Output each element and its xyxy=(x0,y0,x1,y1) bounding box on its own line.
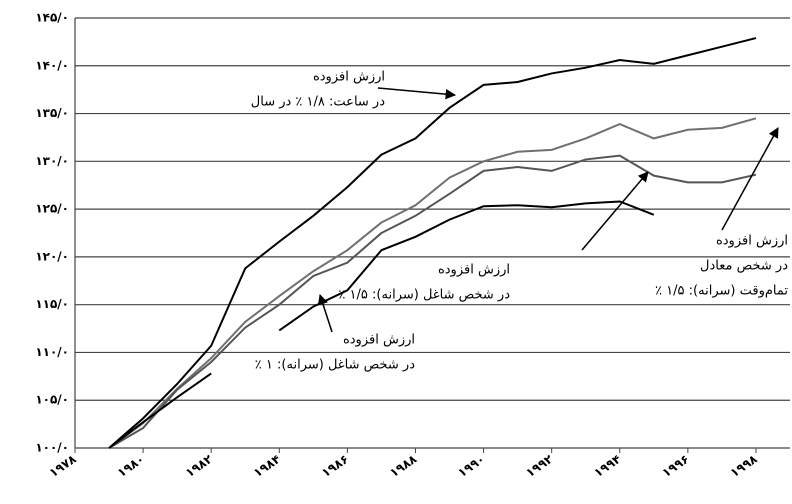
y-tick-label: ۱۱۰/۰ xyxy=(35,345,69,359)
x-tick-label: ۱۹۸۸ xyxy=(387,451,420,480)
x-tick-label: ۱۹۸۶ xyxy=(319,452,351,480)
x-tick-label: ۱۹۸۰ xyxy=(115,452,147,480)
x-tick-label: ۱۹۹۶ xyxy=(660,452,692,480)
annotation: ارزش افزوده xyxy=(313,70,385,85)
arrow xyxy=(377,87,457,100)
arrow xyxy=(581,171,649,251)
x-tick-label: ۱۹۷۸ xyxy=(47,451,80,480)
series-line xyxy=(108,37,757,449)
y-tick-label: ۱۰۵/۰ xyxy=(35,393,69,407)
x-tick-label: ۱۹۹۰ xyxy=(455,452,487,480)
y-tick-label: ۱۲۰/۰ xyxy=(35,249,69,263)
annotation: در ساعت: ۱/۸ ٪ در سال xyxy=(251,95,385,110)
arrows xyxy=(317,87,779,333)
y-tick-label: ۱۳۵/۰ xyxy=(35,106,69,120)
annotation: ارزش افزوده xyxy=(343,333,415,348)
x-tick-label: ۱۹۹۲ xyxy=(523,451,556,480)
annotation: در شخص معادل xyxy=(700,259,788,274)
y-tick-label: ۱۱۵/۰ xyxy=(35,297,69,311)
x-tick-label: ۱۹۹۴ xyxy=(591,452,623,480)
x-tick-label: ۱۹۸۴ xyxy=(251,452,283,480)
arrow xyxy=(317,294,333,333)
annotation: در شخص شاغل (سرانه): ۱ ٪ xyxy=(255,358,415,373)
y-tick-label: ۱۲۵/۰ xyxy=(35,202,69,216)
y-tick-label: ۱۴۰/۰ xyxy=(35,58,69,72)
annotation: تمام‌وقت (سرانه): ۱/۵ ٪ xyxy=(655,284,788,299)
y-tick-label: ۱۴۵/۰ xyxy=(35,11,69,25)
x-tick-label: ۱۹۸۲ xyxy=(183,451,216,480)
annotation: ارزش افزوده xyxy=(438,263,510,278)
series-line xyxy=(108,372,212,449)
arrow xyxy=(721,127,779,231)
x-tick-label: ۱۹۹۸ xyxy=(728,451,761,480)
series-line xyxy=(108,117,757,449)
plot: ۱۰۰/۰ ۱۰۵/۰ ۱۱۰/۰ ۱۱۵/۰ ۱۲۰/۰ ۱۲۵/۰ ۱۳۰/۰ ۱۳۵/۰… xyxy=(35,11,790,480)
annotation: در شخص شاغل (سرانه): ۱/۵ ٪ xyxy=(338,288,510,303)
annotation: ارزش افزوده xyxy=(716,234,788,249)
series-line xyxy=(278,200,655,332)
y-tick-label: ۱۰۰/۰ xyxy=(35,441,69,455)
y-tick-label: ۱۳۰/۰ xyxy=(35,154,69,168)
